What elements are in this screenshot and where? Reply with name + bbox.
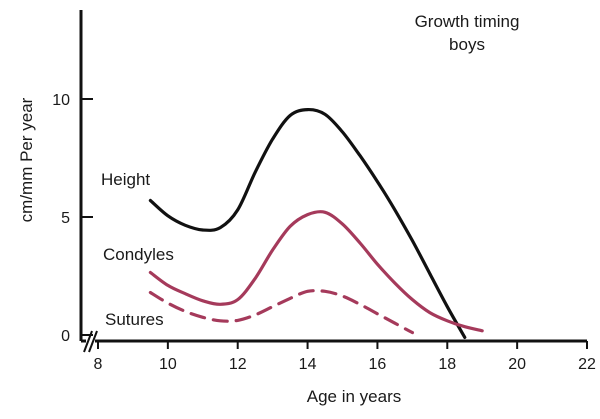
chart-axes <box>79 10 587 353</box>
x-tick-label-22: 22 <box>578 356 596 373</box>
x-tick-label-14: 14 <box>299 356 317 373</box>
y-axis-label: cm/mm Per year <box>17 97 36 222</box>
axis-break-gap <box>86 333 95 349</box>
x-tick-label-8: 8 <box>94 356 103 373</box>
x-tick-label-10: 10 <box>159 356 177 373</box>
y-tick-label-10: 10 <box>52 92 70 109</box>
x-tick-label-18: 18 <box>438 356 456 373</box>
y-tick-label-0: 0 <box>61 328 70 345</box>
x-tick-label-12: 12 <box>229 356 247 373</box>
y-tick-label-5: 5 <box>61 210 70 227</box>
series-line-height <box>148 107 467 339</box>
series-lines <box>148 107 484 339</box>
y-axis-ticks: 0 5 10 <box>52 92 93 345</box>
chart-title-line-1: Growth timing <box>415 12 520 31</box>
axis-break-slash-1 <box>88 330 98 353</box>
chart-title-line-2: boys <box>449 35 485 54</box>
x-axis-ticks: 8 10 12 14 16 18 20 22 <box>94 341 596 373</box>
series-line-condyles <box>148 210 484 333</box>
series-label-height: Height <box>101 170 150 189</box>
series-label-condyles: Condyles <box>103 245 174 264</box>
x-axis-label: Age in years <box>307 387 402 406</box>
x-tick-label-16: 16 <box>369 356 387 373</box>
series-line-sutures <box>148 289 414 335</box>
x-tick-label-20: 20 <box>508 356 526 373</box>
series-label-sutures: Sutures <box>105 310 164 329</box>
